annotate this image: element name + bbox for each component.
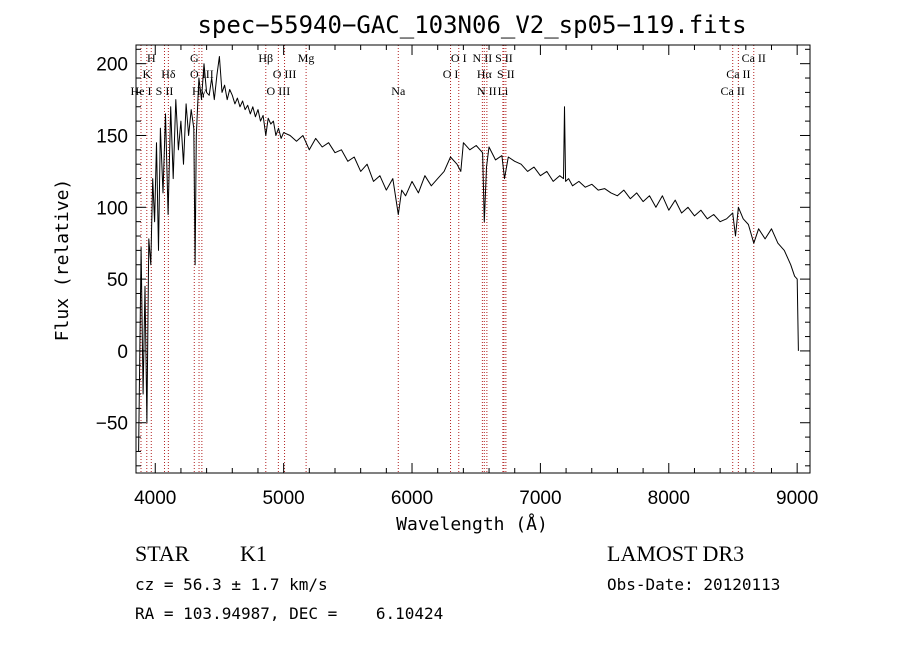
spectrum-layer <box>138 56 799 452</box>
line-label-0: He I <box>131 84 152 98</box>
x-tick-label-3: 7000 <box>519 488 561 509</box>
chart-title: spec−55940−GAC_103N06_V2_sp05−119.fits <box>197 11 746 39</box>
survey-name: LAMOST DR3 <box>607 541 744 566</box>
plot-frame <box>135 44 811 474</box>
line-label-17: N II <box>477 84 497 98</box>
observation-date: Obs-Date: 20120113 <box>607 575 780 594</box>
object-subclass: K1 <box>240 541 267 566</box>
line-label-13: O I <box>451 51 467 65</box>
line-label-8: Hβ <box>258 51 273 65</box>
y-axis-label: Flux (relative) <box>52 179 73 342</box>
line-label-5: G <box>190 51 199 65</box>
object-class: STAR <box>135 541 190 566</box>
x-tick-label-0: 4000 <box>134 488 176 509</box>
ra-dec: RA = 103.94987, DEC = 6.10424 <box>135 604 443 623</box>
x-tick-label-4: 8000 <box>648 488 690 509</box>
line-label-18: S II <box>495 51 513 65</box>
line-label-21: Ca II <box>742 51 766 65</box>
line-label-14: O I <box>443 67 459 81</box>
line-label-23: Ca II <box>721 84 745 98</box>
x-tick-label-5: 9000 <box>776 488 818 509</box>
line-label-11: Mg <box>298 51 315 65</box>
line-label-1: K <box>142 67 151 81</box>
redshift-cz: cz = 56.3 ± 1.7 km/s <box>135 575 328 594</box>
line-label-22: Ca II <box>726 67 750 81</box>
y-tick-label-2: 50 <box>107 270 128 291</box>
line-label-16: Hα <box>477 67 493 81</box>
x-tick-label-2: 6000 <box>391 488 433 509</box>
line-label-15: N II <box>473 51 493 65</box>
line-label-9: O III <box>273 67 297 81</box>
line-label-6: O III <box>190 67 214 81</box>
line-label-2: H <box>147 51 156 65</box>
y-tick-label-0: −50 <box>96 414 128 435</box>
axis-ticks: 4000 5000 6000 7000 8000 9000 −50 0 50 100 150 200 <box>96 45 818 509</box>
spectrum-series <box>138 56 799 452</box>
x-axis-label: Wavelength (Å) <box>396 513 548 535</box>
x-tick-label-1: 5000 <box>262 488 304 509</box>
line-label-10: O III <box>267 84 291 98</box>
line-label-4: S II <box>156 84 174 98</box>
line-label-3: Hδ <box>161 67 176 81</box>
line-label-20: Li <box>498 84 509 98</box>
y-tick-label-1: 0 <box>117 342 128 363</box>
y-tick-label-5: 200 <box>96 55 128 76</box>
line-label-12: Na <box>391 84 406 98</box>
line-label-7: Hγ <box>192 84 207 98</box>
y-tick-label-4: 150 <box>96 126 128 147</box>
line-label-19: S II <box>497 67 515 81</box>
y-tick-label-3: 100 <box>96 198 128 219</box>
